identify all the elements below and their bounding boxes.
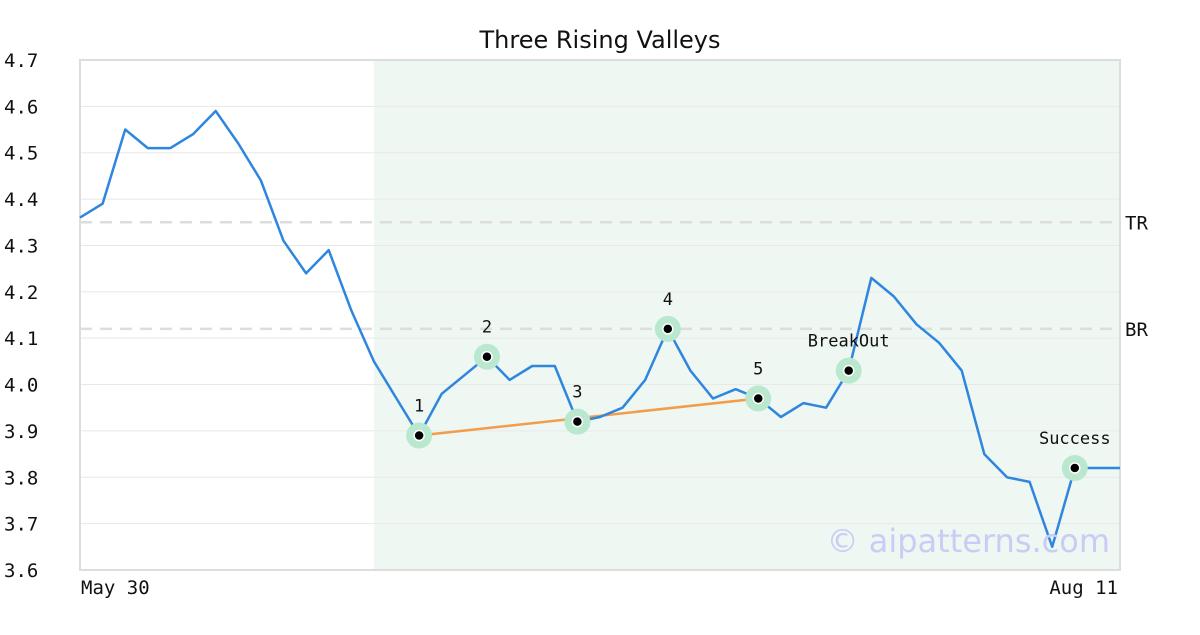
marker-point-3 <box>571 415 584 428</box>
marker-point-success <box>1069 462 1081 474</box>
level-label-br: BR <box>1125 319 1148 341</box>
pattern-range-band <box>373 60 1120 570</box>
y-tick-label: 4.3 <box>4 235 38 257</box>
marker-label-success: Success <box>1039 429 1111 449</box>
y-tick-label: 4.2 <box>4 282 38 304</box>
y-tick-label: 4.1 <box>4 328 38 350</box>
y-tick-label: 4.0 <box>4 375 38 397</box>
y-tick-label: 4.6 <box>4 96 38 118</box>
y-tick-label: 4.7 <box>4 50 38 72</box>
x-tick-label-start: May 30 <box>81 577 150 599</box>
marker-label-breakout: BreakOut <box>808 332 890 352</box>
price-line <box>79 109 1120 549</box>
marker-point-5 <box>752 392 765 405</box>
marker-label-5: 5 <box>753 359 763 379</box>
y-tick-label: 4.4 <box>4 189 38 211</box>
marker-label-4: 4 <box>663 290 673 310</box>
plot-frame <box>79 59 1121 571</box>
marker-point-2 <box>481 350 493 363</box>
marker-label-1: 1 <box>414 397 424 417</box>
marker-point-breakout <box>842 364 855 377</box>
x-tick-label-end: Aug 11 <box>1049 577 1118 599</box>
marker-label-2: 2 <box>482 318 492 338</box>
marker-label-3: 3 <box>572 383 582 403</box>
chart-title: Three Rising Valleys <box>478 26 720 54</box>
y-tick-label: 3.8 <box>4 467 38 489</box>
y-tick-label: 3.9 <box>4 421 38 443</box>
y-tick-label: 4.5 <box>4 143 38 165</box>
watermark: © aipatterns.com <box>827 522 1110 560</box>
y-tick-label: 3.7 <box>4 514 38 536</box>
level-label-tr: TR <box>1125 212 1148 234</box>
marker-point-4 <box>662 323 674 335</box>
y-tick-label: 3.6 <box>4 560 38 582</box>
marker-point-1 <box>413 429 425 442</box>
